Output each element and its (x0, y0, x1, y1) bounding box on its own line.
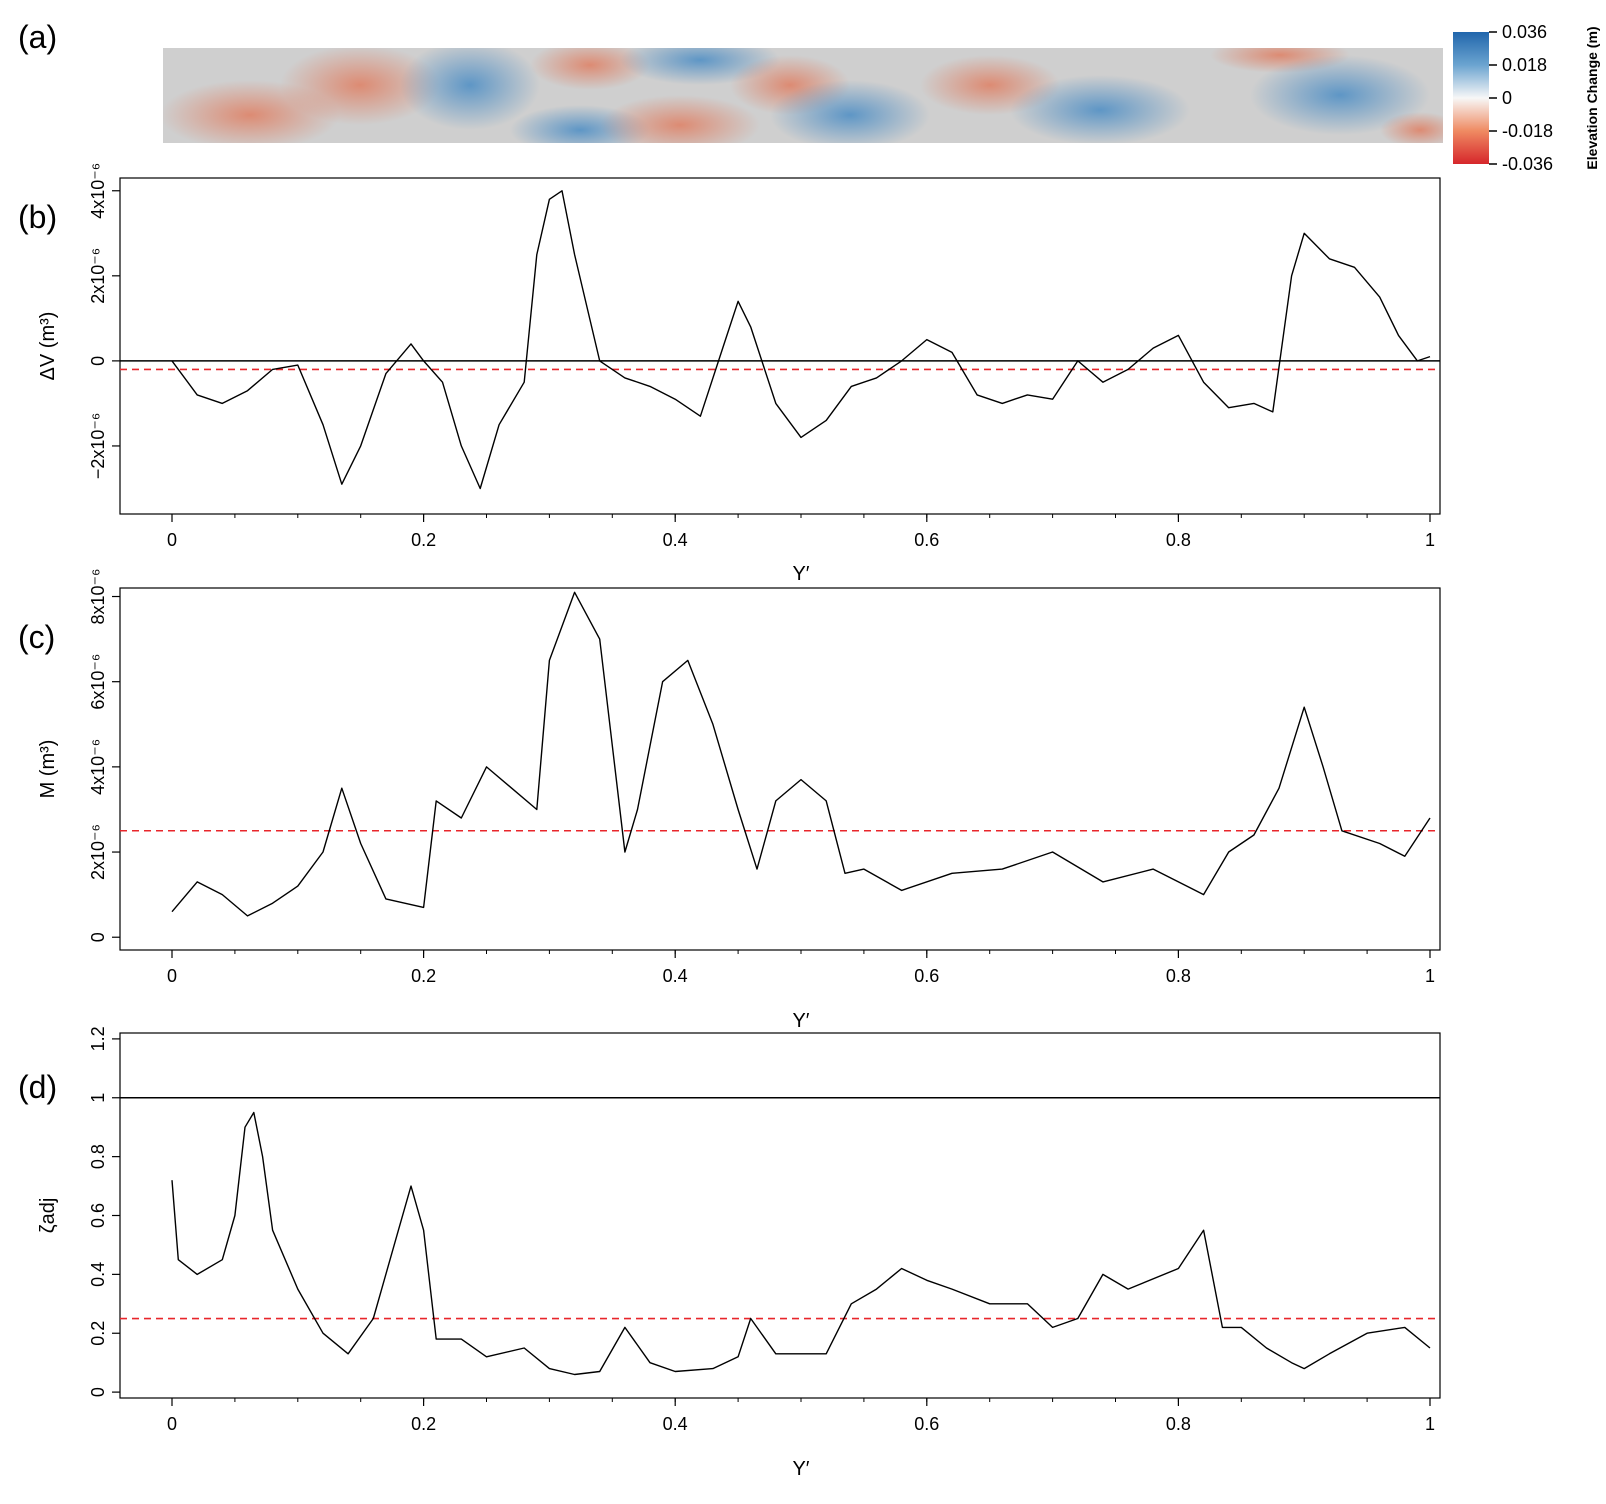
colorbar-tick-label: 0 (1502, 88, 1512, 108)
x-axis-title: Y′ (792, 1458, 809, 1480)
map-erosion-patch (600, 95, 760, 143)
y-tick-label: 0 (88, 932, 108, 942)
series-line (171, 190, 1431, 490)
map-erosion-patch (530, 48, 650, 90)
y-tick-label: 0.4 (88, 1262, 108, 1287)
plot-frame (119, 587, 1441, 951)
x-tick-label: 0.6 (914, 530, 939, 550)
colorbar-title: Elevation Change (m) (1584, 26, 1600, 169)
y-tick-label: 1 (88, 1093, 108, 1103)
map-deposition-patch (400, 48, 540, 130)
map-erosion-patch (1380, 112, 1443, 143)
series-line (171, 1111, 1431, 1376)
y-tick-label: 4x10⁻⁶ (88, 739, 108, 795)
delta-v-chart: 0 0.2 0.4 0.6 0.8 1 −2x10⁻⁶ 0 2x10⁻⁶ 4x10⁻⁶ Y′ ΔV (… (37, 163, 1441, 585)
x-tick-label: 1 (1425, 966, 1435, 986)
x-axis-title: Y′ (792, 563, 809, 585)
y-tick-label: 1.2 (88, 1026, 108, 1051)
x-axis-title: Y′ (792, 1010, 809, 1032)
y-axis-title: ζadj (37, 1198, 59, 1234)
y-tick-label: 0.8 (88, 1144, 108, 1169)
y-tick-label: 2x10⁻⁶ (88, 248, 108, 304)
colorbar-tick-label: -0.036 (1502, 154, 1553, 174)
x-tick-label: 1 (1425, 1414, 1435, 1434)
colorbar-gradient (1453, 32, 1489, 164)
x-tick-label: 0.6 (914, 966, 939, 986)
y-tick-label: −2x10⁻⁶ (88, 413, 108, 479)
y-axis-title: ΔV (m³) (37, 312, 59, 381)
x-tick-label: 0.2 (411, 530, 436, 550)
x-tick-label: 0.4 (663, 966, 688, 986)
map-erosion-patch (280, 48, 440, 125)
x-tick-label: 0.8 (1166, 966, 1191, 986)
panel-a-label: (a) (18, 19, 57, 55)
y-tick-label: 2x10⁻⁶ (88, 824, 108, 880)
map-deposition-patch (1250, 55, 1430, 135)
x-tick-label: 1 (1425, 530, 1435, 550)
x-tick-label: 0 (167, 1414, 177, 1434)
x-tick-label: 0.8 (1166, 530, 1191, 550)
elevation-change-map (163, 48, 1443, 143)
y-tick-label: 0.2 (88, 1321, 108, 1346)
map-deposition-patch (770, 80, 930, 143)
x-tick-label: 0.4 (663, 1414, 688, 1434)
y-tick-label: 0 (88, 1387, 108, 1397)
map-deposition-patch (1010, 75, 1190, 143)
series-line (171, 591, 1431, 917)
x-tick-label: 0.8 (1166, 1414, 1191, 1434)
y-axis-title: M (m³) (37, 740, 59, 799)
plot-frame (119, 177, 1441, 515)
x-tick-label: 0 (167, 966, 177, 986)
zeta-adj-chart: 0 0.2 0.4 0.6 0.8 1 0 0.2 0.4 0.6 0.8 1 1.2 Y′ ζadj (37, 1026, 1441, 1480)
y-tick-label: 6x10⁻⁶ (88, 654, 108, 710)
y-tick-label: 8x10⁻⁶ (88, 569, 108, 625)
x-tick-label: 0.2 (411, 1414, 436, 1434)
colorbar-tick-label: 0.018 (1502, 55, 1547, 75)
colorbar-ticks: 0.036 0.018 0 -0.018 -0.036 (1489, 22, 1553, 174)
colorbar: 0.036 0.018 0 -0.018 -0.036 Elevation Change… (1453, 22, 1600, 174)
x-tick-label: 0 (167, 530, 177, 550)
colorbar-tick-label: -0.018 (1502, 121, 1553, 141)
panel-b-label: (b) (18, 199, 57, 235)
y-tick-label: 4x10⁻⁶ (88, 163, 108, 219)
x-tick-label: 0.2 (411, 966, 436, 986)
y-tick-label: 0 (88, 356, 108, 366)
y-tick-label: 0.6 (88, 1203, 108, 1228)
x-tick-label: 0.4 (663, 530, 688, 550)
plot-frame (119, 1032, 1441, 1399)
x-tick-label: 0.6 (914, 1414, 939, 1434)
panel-c-label: (c) (18, 619, 55, 655)
panel-d-label: (d) (18, 1069, 57, 1105)
m-chart: 0 0.2 0.4 0.6 0.8 1 0 2x10⁻⁶ 4x10⁻⁶ 6x10⁻⁶ 8x10⁻⁶ Y… (37, 569, 1441, 1032)
colorbar-tick-label: 0.036 (1502, 22, 1547, 42)
